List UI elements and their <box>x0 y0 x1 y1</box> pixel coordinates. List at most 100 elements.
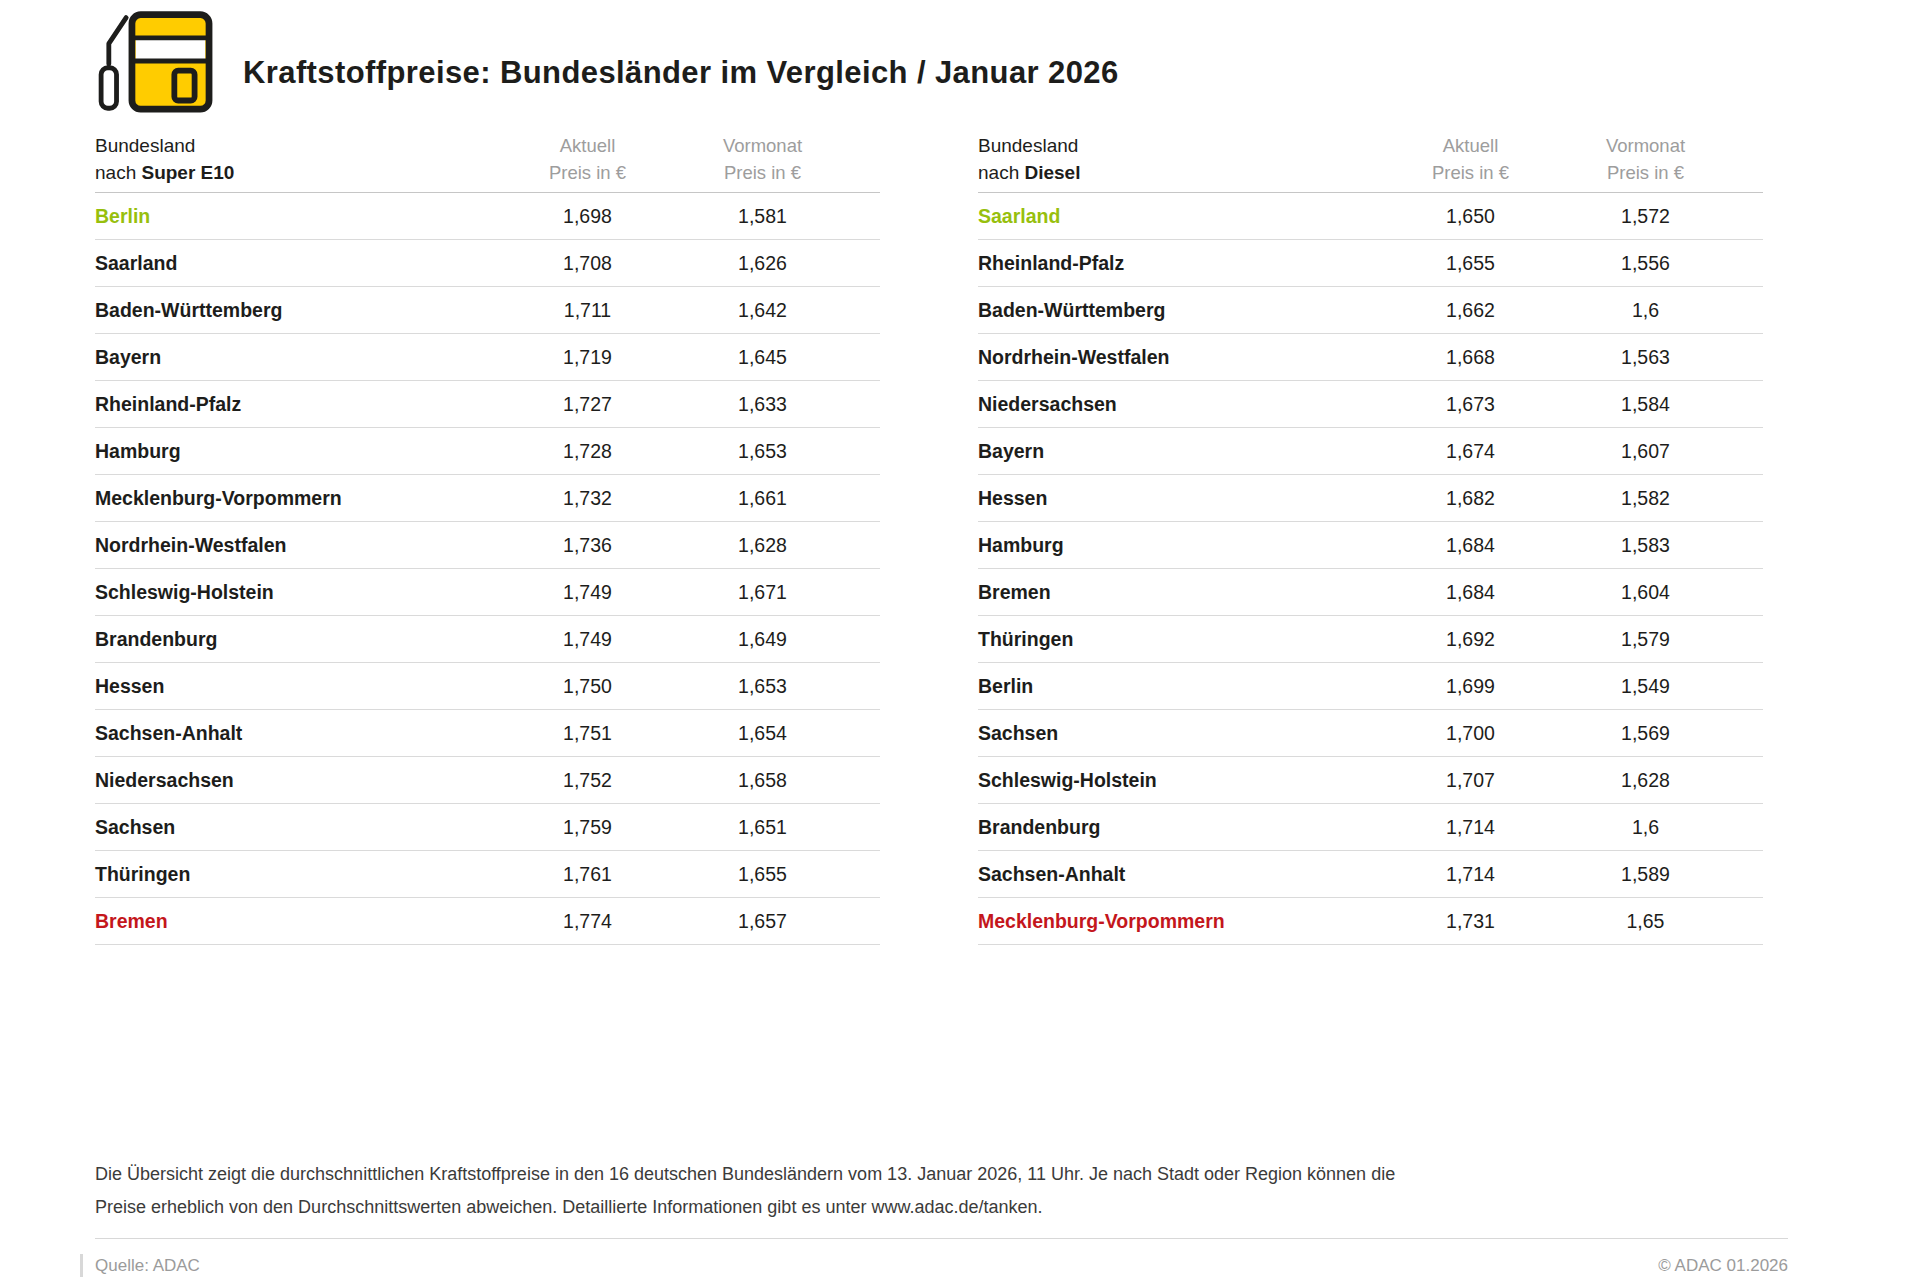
table-row: Saarland 1,708 1,626 <box>95 240 880 287</box>
vormonat-value: 1,649 <box>675 628 880 651</box>
aktuell-value: 1,728 <box>500 440 675 463</box>
vormonat-value: 1,657 <box>675 910 880 933</box>
footnote-line-2: Preise erheblich von den Durchschnittswe… <box>95 1191 1395 1224</box>
fuel-type-label: Diesel <box>1024 162 1080 183</box>
state-name: Sachsen <box>978 722 1383 745</box>
vormonat-value: 1,645 <box>675 346 880 369</box>
state-name: Mecklenburg-Vorpommern <box>95 487 500 510</box>
aktuell-value: 1,698 <box>500 205 675 228</box>
state-name: Niedersachsen <box>978 393 1383 416</box>
vormonat-value: 1,642 <box>675 299 880 322</box>
state-name: Mecklenburg-Vorpommern <box>978 910 1383 933</box>
vormonat-value: 1,628 <box>675 534 880 557</box>
state-name: Rheinland-Pfalz <box>95 393 500 416</box>
state-name: Saarland <box>978 205 1383 228</box>
state-name: Bayern <box>978 440 1383 463</box>
aktuell-value: 1,749 <box>500 581 675 604</box>
aktuell-value: 1,650 <box>1383 205 1558 228</box>
table-row: Bayern 1,719 1,645 <box>95 334 880 381</box>
vormonat-value: 1,633 <box>675 393 880 416</box>
table-row: Sachsen 1,700 1,569 <box>978 710 1763 757</box>
tables-container: Bundesland nach Super E10 Aktuell Preis … <box>95 132 1763 945</box>
aktuell-value: 1,684 <box>1383 581 1558 604</box>
vormonat-value: 1,589 <box>1558 863 1763 886</box>
table-row: Nordrhein-Westfalen 1,736 1,628 <box>95 522 880 569</box>
vormonat-value: 1,65 <box>1558 910 1763 933</box>
footnote-line-1: Die Übersicht zeigt die durchschnittlich… <box>95 1158 1395 1191</box>
state-name: Baden-Württemberg <box>978 299 1383 322</box>
aktuell-value: 1,719 <box>500 346 675 369</box>
price-table-super-e10: Bundesland nach Super E10 Aktuell Preis … <box>95 132 880 945</box>
table-row: Baden-Württemberg 1,662 1,6 <box>978 287 1763 334</box>
state-name: Berlin <box>978 675 1383 698</box>
state-name: Hamburg <box>95 440 500 463</box>
aktuell-value: 1,682 <box>1383 487 1558 510</box>
table-row: Sachsen-Anhalt 1,714 1,589 <box>978 851 1763 898</box>
aktuell-value: 1,751 <box>500 722 675 745</box>
page-footer: Quelle: ADAC © ADAC 01.2026 <box>95 1256 1788 1276</box>
state-name: Thüringen <box>95 863 500 886</box>
aktuell-value: 1,692 <box>1383 628 1558 651</box>
vormonat-value: 1,569 <box>1558 722 1763 745</box>
column-header-vormonat: Vormonat Preis in € <box>675 132 880 186</box>
fuel-pump-icon <box>82 8 232 114</box>
table-row: Bremen 1,684 1,604 <box>978 569 1763 616</box>
aktuell-value: 1,707 <box>1383 769 1558 792</box>
aktuell-value: 1,732 <box>500 487 675 510</box>
vormonat-value: 1,6 <box>1558 816 1763 839</box>
table-row: Rheinland-Pfalz 1,655 1,556 <box>978 240 1763 287</box>
table-row: Sachsen-Anhalt 1,751 1,654 <box>95 710 880 757</box>
aktuell-value: 1,700 <box>1383 722 1558 745</box>
aktuell-value: 1,684 <box>1383 534 1558 557</box>
table-row: Bayern 1,674 1,607 <box>978 428 1763 475</box>
state-name: Thüringen <box>978 628 1383 651</box>
fuel-type-label: Super E10 <box>141 162 234 183</box>
vormonat-value: 1,6 <box>1558 299 1763 322</box>
table-row: Rheinland-Pfalz 1,727 1,633 <box>95 381 880 428</box>
aktuell-value: 1,711 <box>500 299 675 322</box>
table-row: Brandenburg 1,749 1,649 <box>95 616 880 663</box>
state-name: Bremen <box>978 581 1383 604</box>
table-row: Schleswig-Holstein 1,749 1,671 <box>95 569 880 616</box>
vormonat-value: 1,653 <box>675 440 880 463</box>
table-row: Hessen 1,750 1,653 <box>95 663 880 710</box>
aktuell-value: 1,750 <box>500 675 675 698</box>
vormonat-value: 1,607 <box>1558 440 1763 463</box>
aktuell-value: 1,749 <box>500 628 675 651</box>
vormonat-value: 1,655 <box>675 863 880 886</box>
vormonat-value: 1,581 <box>675 205 880 228</box>
table-header: Bundesland nach Diesel Aktuell Preis in … <box>978 132 1763 193</box>
state-name: Bremen <box>95 910 500 933</box>
vormonat-value: 1,661 <box>675 487 880 510</box>
state-name: Hessen <box>95 675 500 698</box>
state-name: Schleswig-Holstein <box>978 769 1383 792</box>
state-name: Sachsen-Anhalt <box>978 863 1383 886</box>
aktuell-value: 1,714 <box>1383 816 1558 839</box>
source-label: Quelle: ADAC <box>95 1256 200 1276</box>
column-header-state: Bundesland nach Diesel <box>978 132 1383 186</box>
column-header-aktuell: Aktuell Preis in € <box>1383 132 1558 186</box>
footnote: Die Übersicht zeigt die durchschnittlich… <box>95 1158 1395 1224</box>
state-name: Sachsen <box>95 816 500 839</box>
page-title: Kraftstoffpreise: Bundesländer im Vergle… <box>243 55 1119 91</box>
state-name: Hamburg <box>978 534 1383 557</box>
copyright-label: © ADAC 01.2026 <box>1658 1256 1788 1276</box>
table-header: Bundesland nach Super E10 Aktuell Preis … <box>95 132 880 193</box>
vormonat-value: 1,658 <box>675 769 880 792</box>
state-name: Schleswig-Holstein <box>95 581 500 604</box>
table-row: Mecklenburg-Vorpommern 1,732 1,661 <box>95 475 880 522</box>
vormonat-value: 1,583 <box>1558 534 1763 557</box>
table-row: Thüringen 1,761 1,655 <box>95 851 880 898</box>
price-table-diesel: Bundesland nach Diesel Aktuell Preis in … <box>978 132 1763 945</box>
column-header-aktuell: Aktuell Preis in € <box>500 132 675 186</box>
aktuell-value: 1,761 <box>500 863 675 886</box>
table-row: Hamburg 1,728 1,653 <box>95 428 880 475</box>
state-name: Saarland <box>95 252 500 275</box>
table-row: Thüringen 1,692 1,579 <box>978 616 1763 663</box>
aktuell-value: 1,673 <box>1383 393 1558 416</box>
vormonat-value: 1,628 <box>1558 769 1763 792</box>
aktuell-value: 1,708 <box>500 252 675 275</box>
table-row: Mecklenburg-Vorpommern 1,731 1,65 <box>978 898 1763 945</box>
table-row: Hamburg 1,684 1,583 <box>978 522 1763 569</box>
vormonat-value: 1,582 <box>1558 487 1763 510</box>
